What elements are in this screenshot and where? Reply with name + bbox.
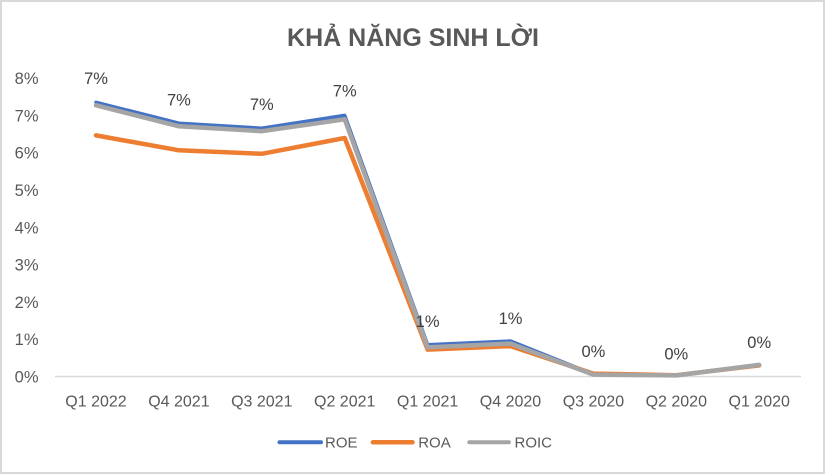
svg-text:3%: 3% [15, 257, 39, 275]
svg-text:Q1 2020: Q1 2020 [729, 394, 790, 411]
svg-text:7%: 7% [167, 91, 191, 109]
svg-text:0%: 0% [581, 343, 605, 361]
svg-text:Q1 2021: Q1 2021 [397, 394, 458, 411]
svg-text:Q1 2022: Q1 2022 [65, 394, 126, 411]
svg-text:KHẢ NĂNG SINH LỜI: KHẢ NĂNG SINH LỜI [287, 22, 539, 52]
svg-text:2%: 2% [15, 294, 39, 312]
svg-text:7%: 7% [15, 107, 39, 125]
svg-text:Q2 2021: Q2 2021 [314, 394, 375, 411]
svg-text:6%: 6% [15, 145, 39, 163]
svg-text:1%: 1% [416, 313, 440, 331]
svg-text:Q3 2020: Q3 2020 [563, 394, 624, 411]
svg-text:ROA: ROA [418, 435, 451, 452]
svg-text:ROIC: ROIC [515, 435, 553, 452]
svg-text:0%: 0% [664, 345, 688, 363]
svg-text:0%: 0% [15, 368, 39, 386]
svg-text:Q2 2020: Q2 2020 [646, 394, 707, 411]
svg-text:Q4 2020: Q4 2020 [480, 394, 541, 411]
svg-text:4%: 4% [15, 219, 39, 237]
svg-text:7%: 7% [84, 70, 108, 88]
svg-text:8%: 8% [15, 70, 39, 88]
svg-text:ROE: ROE [325, 435, 358, 452]
svg-text:0%: 0% [747, 334, 771, 352]
svg-text:7%: 7% [250, 96, 274, 114]
svg-text:7%: 7% [333, 82, 357, 100]
svg-text:Q3 2021: Q3 2021 [231, 394, 292, 411]
svg-text:Q4 2021: Q4 2021 [148, 394, 209, 411]
svg-text:1%: 1% [15, 331, 39, 349]
svg-text:1%: 1% [499, 310, 523, 328]
svg-text:5%: 5% [15, 182, 39, 200]
